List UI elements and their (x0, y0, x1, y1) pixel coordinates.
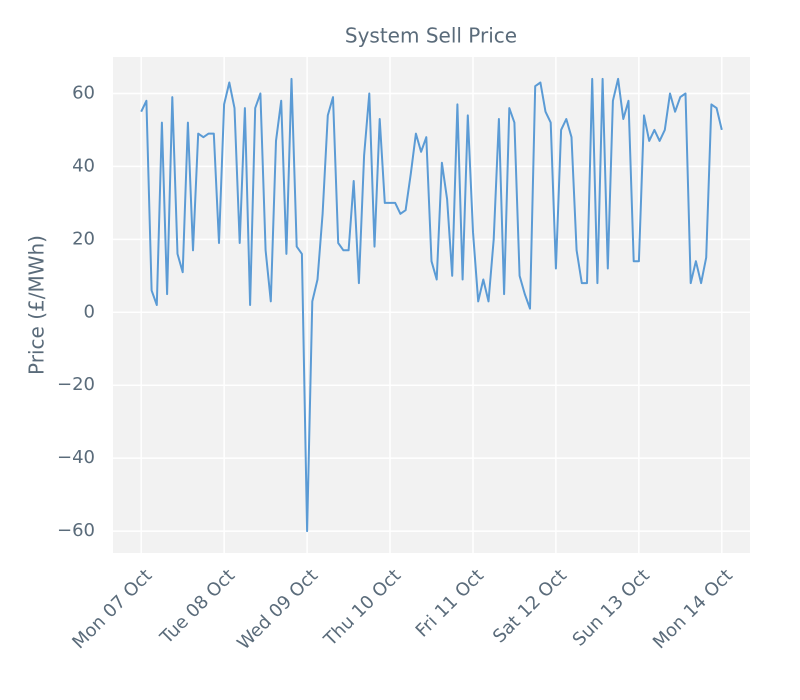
y-tick-label: 60 (72, 82, 95, 103)
data-line (140, 77, 723, 533)
x-tick-label: Tue 08 Oct (156, 565, 240, 649)
x-tick-label: Thu 10 Oct (319, 565, 405, 651)
y-axis-label: Price (£/MWh) (25, 235, 49, 375)
x-tick-label: Mon 07 Oct (68, 565, 156, 653)
x-tick-label: Fri 11 Oct (412, 565, 488, 641)
x-tick-label: Mon 14 Oct (649, 565, 737, 653)
y-tick-label: −20 (57, 374, 95, 395)
chart-title: System Sell Price (345, 24, 517, 48)
x-tick-label: Sun 13 Oct (569, 565, 654, 650)
x-tick-label: Wed 09 Oct (233, 565, 322, 654)
y-tick-label: 40 (72, 155, 95, 176)
x-tick-label: Sat 12 Oct (489, 565, 571, 647)
y-tick-label: 20 (72, 228, 95, 249)
y-tick-label: 0 (84, 301, 95, 322)
y-tick-label: −40 (57, 447, 95, 468)
y-tick-label: −60 (57, 520, 95, 541)
